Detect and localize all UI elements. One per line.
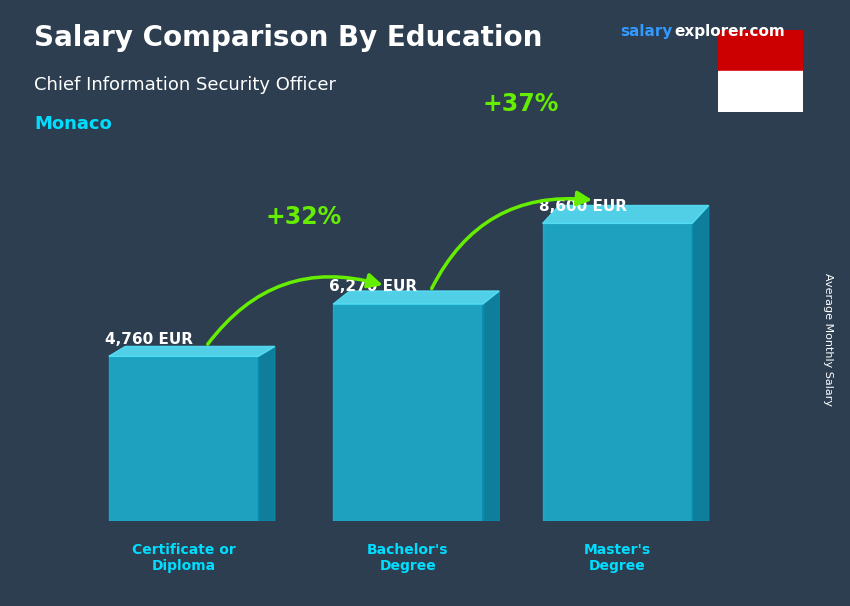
Polygon shape xyxy=(258,347,275,521)
Polygon shape xyxy=(483,291,499,521)
Text: 6,270 EUR: 6,270 EUR xyxy=(330,279,417,295)
Text: Chief Information Security Officer: Chief Information Security Officer xyxy=(34,76,336,94)
Polygon shape xyxy=(333,291,499,304)
Bar xyxy=(718,30,803,72)
Text: Certificate or
Diploma: Certificate or Diploma xyxy=(132,543,235,573)
Text: explorer.com: explorer.com xyxy=(674,24,785,39)
Polygon shape xyxy=(692,205,709,521)
Text: Master's
Degree: Master's Degree xyxy=(584,543,651,573)
Polygon shape xyxy=(542,205,709,224)
Bar xyxy=(718,72,803,112)
Text: Average Monthly Salary: Average Monthly Salary xyxy=(823,273,833,406)
Bar xyxy=(333,304,483,521)
Text: 4,760 EUR: 4,760 EUR xyxy=(105,331,193,347)
Text: 8,600 EUR: 8,600 EUR xyxy=(539,199,627,214)
Polygon shape xyxy=(109,347,275,356)
Text: salary: salary xyxy=(620,24,673,39)
Text: Bachelor's
Degree: Bachelor's Degree xyxy=(367,543,449,573)
Bar xyxy=(542,224,692,521)
Text: +37%: +37% xyxy=(482,93,558,116)
Text: +32%: +32% xyxy=(265,205,342,229)
Bar xyxy=(109,356,258,521)
Text: Salary Comparison By Education: Salary Comparison By Education xyxy=(34,24,542,52)
Text: Monaco: Monaco xyxy=(34,115,111,133)
